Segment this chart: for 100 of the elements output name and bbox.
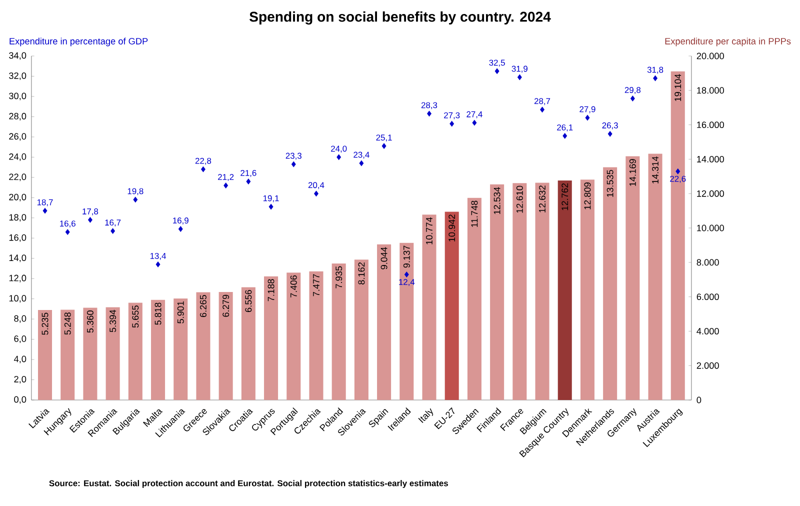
data-label: 5.655 — [132, 306, 139, 328]
point — [291, 161, 296, 168]
bar — [512, 183, 527, 400]
point — [472, 120, 477, 126]
data-label: 5.394 — [110, 310, 116, 332]
point — [608, 131, 612, 137]
y-tick-label: 24,0 — [9, 153, 26, 161]
data-label: 13,4 — [150, 252, 166, 260]
bar — [603, 167, 618, 400]
data-label: 23,3 — [286, 152, 302, 160]
data-label: 5.248 — [64, 312, 71, 335]
y-tick-label: 26,0 — [9, 133, 26, 141]
bar — [38, 310, 52, 400]
bar — [151, 300, 166, 400]
y2-tick-label: 16.000 — [697, 122, 724, 128]
bar — [332, 264, 346, 400]
y-tick-label: 22,0 — [9, 174, 26, 182]
point — [246, 178, 251, 184]
data-label: 10.942 — [448, 214, 456, 242]
data-label: 6.279 — [222, 294, 230, 317]
y2-tick-label: 4.000 — [696, 328, 719, 334]
bar — [670, 71, 685, 400]
bar — [580, 180, 594, 400]
data-label: 5.818 — [154, 302, 162, 325]
y2-tick-label: 8.000 — [696, 259, 719, 266]
y-tick-label: 6,0 — [14, 336, 26, 344]
y-tick-label: 8,0 — [14, 315, 26, 323]
point — [517, 74, 522, 80]
point — [676, 168, 680, 174]
bar — [490, 184, 504, 400]
data-label: 12.610 — [516, 186, 523, 213]
y2-tick-label: 20.000 — [696, 52, 724, 60]
y2-tick-label: 10.000 — [697, 224, 724, 232]
point — [88, 217, 92, 223]
point — [427, 110, 432, 116]
data-label: 12,4 — [399, 279, 415, 286]
data-label: 24,0 — [331, 146, 347, 153]
y-tick-label: 34,0 — [9, 52, 26, 60]
source-note: Source: Eustat. Social protection account and Eurostat. Social protection statistics-early estimates — [49, 480, 448, 488]
bar — [535, 182, 550, 400]
data-label: 6.556 — [245, 290, 252, 312]
data-label: 21,2 — [218, 174, 234, 181]
point — [382, 143, 386, 149]
point — [156, 262, 160, 268]
point — [42, 208, 48, 214]
point — [404, 272, 409, 278]
y-tick-label: 32,0 — [9, 72, 26, 80]
y2-axis-title: Expenditure per capita in PPPs — [665, 38, 791, 46]
data-label: 14.314 — [652, 156, 659, 184]
bar — [83, 308, 98, 400]
data-label: 14.169 — [629, 159, 636, 186]
point — [110, 228, 115, 234]
y-tick-label: 28,0 — [9, 112, 26, 120]
bar — [626, 156, 640, 400]
y2-tick-label: 2.000 — [696, 362, 719, 369]
data-label: 28,7 — [534, 98, 550, 106]
data-label: 10.774 — [426, 217, 432, 244]
bar — [60, 310, 75, 400]
data-label: 26,3 — [602, 122, 618, 130]
data-label: 8.162 — [358, 262, 365, 284]
bar — [128, 302, 142, 400]
point — [314, 190, 318, 196]
point — [224, 182, 228, 188]
y2-tick-label: 14.000 — [697, 156, 724, 162]
data-label: 16,6 — [60, 220, 76, 228]
y2-tick-label: 6.000 — [696, 294, 719, 300]
data-label: 13.535 — [606, 170, 614, 197]
data-label: 7.188 — [268, 279, 274, 302]
data-label: 12.809 — [584, 182, 591, 210]
data-label: 9.137 — [403, 246, 410, 268]
point — [450, 120, 454, 127]
data-label: 31,9 — [512, 66, 528, 73]
data-label: 18,7 — [37, 199, 53, 206]
data-label: 29,8 — [624, 87, 641, 94]
bar — [174, 298, 188, 400]
data-label: 21,6 — [240, 170, 256, 177]
bar — [309, 271, 324, 400]
point — [585, 114, 590, 121]
point — [65, 229, 70, 235]
data-label: 5.360 — [86, 310, 94, 333]
y-tick-label: 14,0 — [9, 254, 26, 262]
data-label: 27,9 — [580, 106, 596, 114]
data-label: 25,1 — [376, 134, 392, 142]
bar — [286, 272, 301, 400]
y-axis-title: Expenditure in percentage of GDP — [10, 38, 148, 46]
point — [268, 204, 274, 210]
data-label: 16,9 — [173, 218, 188, 225]
bar — [444, 212, 459, 400]
y-tick-label: 4,0 — [14, 356, 26, 364]
data-label: 19,1 — [263, 195, 279, 202]
data-label: 12.534 — [494, 187, 500, 214]
point — [494, 68, 500, 74]
x-tick-label: Italy — [418, 408, 434, 423]
data-label: 7.406 — [290, 275, 297, 298]
bar — [106, 307, 120, 400]
data-label: 9.044 — [380, 247, 388, 270]
bar — [241, 287, 256, 400]
bar — [196, 292, 210, 400]
y-tick-label: 12,0 — [9, 274, 26, 282]
y-tick-label: 20,0 — [9, 194, 26, 202]
